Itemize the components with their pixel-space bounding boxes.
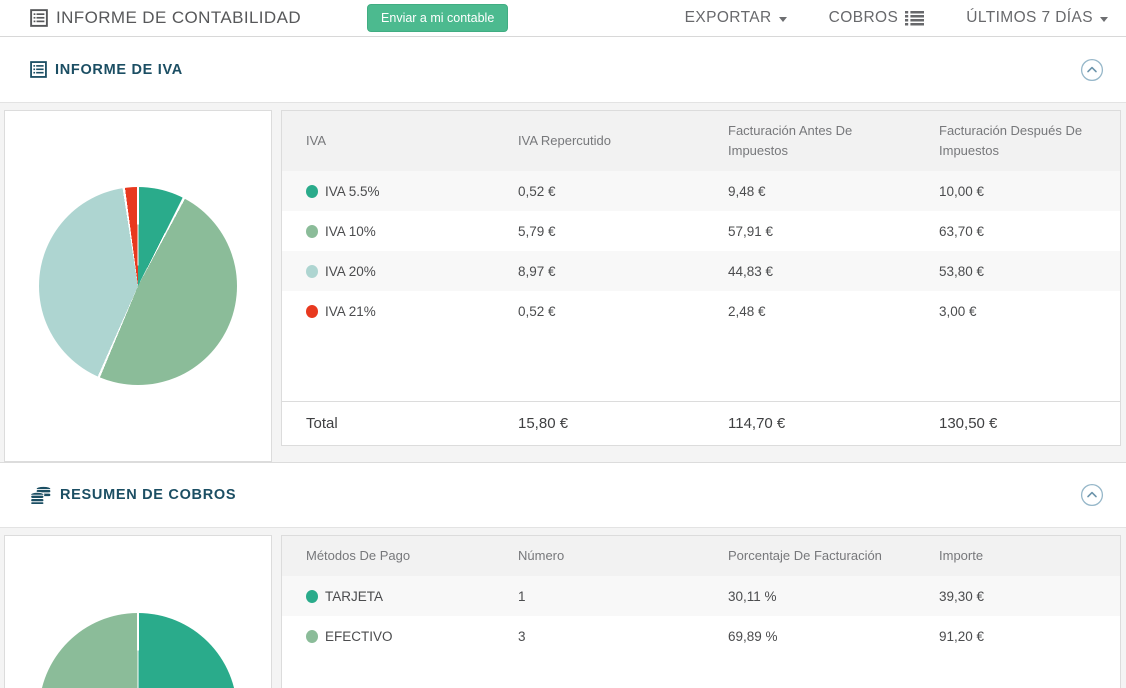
- row-label: EFECTIVO: [325, 628, 393, 644]
- legend-dot: [306, 589, 318, 603]
- iva-table-header-row: IVA IVA Repercutido Facturación Antes De…: [282, 111, 1120, 172]
- cell: 5,79 €: [518, 223, 556, 239]
- list-icon: [905, 10, 925, 26]
- cobros-section-title-text: RESUMEN DE COBROS: [60, 487, 237, 503]
- cell: 8,97 €: [518, 263, 556, 279]
- column-header: IVA: [306, 133, 326, 149]
- column-header: Facturación Después De Impuestos: [939, 123, 1083, 159]
- cell: 63,70 €: [939, 223, 985, 239]
- cobros-pie-chart: [39, 613, 237, 688]
- topbar: INFORME DE CONTABILIDAD Enviar a mi cont…: [0, 0, 1126, 37]
- column-header: Importe: [939, 548, 984, 563]
- page-title-text: INFORME DE CONTABILIDAD: [56, 8, 302, 27]
- column-header: Facturación Antes De Impuestos: [728, 123, 853, 159]
- chevron-up-circle-icon: [1080, 58, 1104, 82]
- report-icon: [30, 61, 47, 78]
- table-row: IVA 20% 8,97 € 44,83 € 53,80 €: [282, 251, 1120, 292]
- exportar-label: EXPORTAR: [684, 9, 772, 26]
- chevron-up-circle-icon: [1080, 483, 1104, 507]
- caret-down-icon: [1100, 16, 1108, 22]
- table-row: IVA 10% 5,79 € 57,91 € 63,70 €: [282, 211, 1120, 251]
- iva-pie-chart: [39, 187, 237, 385]
- coins-icon: [30, 485, 52, 505]
- report-icon: [30, 9, 48, 27]
- cell: 0,52 €: [518, 183, 556, 199]
- legend-dot: [306, 224, 318, 238]
- iva-section-title-text: INFORME DE IVA: [55, 61, 183, 78]
- legend-dot: [306, 629, 318, 643]
- row-label: IVA 21%: [325, 303, 376, 319]
- table-row: EFECTIVO 3 69,89 % 91,20 €: [282, 616, 1120, 656]
- iva-collapse-button[interactable]: [1080, 58, 1104, 82]
- table-row: IVA 5.5% 0,52 € 9,48 € 10,00 €: [282, 171, 1120, 212]
- iva-section-header: INFORME DE IVA: [0, 37, 1126, 103]
- row-label: IVA 20%: [325, 263, 376, 279]
- cell: 30,11 %: [728, 588, 777, 604]
- column-header: IVA Repercutido: [518, 133, 611, 149]
- cobros-section-header: RESUMEN DE COBROS: [0, 462, 1126, 528]
- cell: 44,83 €: [728, 263, 774, 279]
- row-label: IVA 5.5%: [325, 183, 380, 199]
- iva-pie-card: [4, 110, 272, 462]
- period-label: ÚLTIMOS 7 DÍAS: [966, 9, 1093, 26]
- iva-table: IVA IVA Repercutido Facturación Antes De…: [281, 110, 1121, 447]
- exportar-menu[interactable]: EXPORTAR: [685, 9, 787, 27]
- legend-dot: [306, 264, 318, 278]
- cell: 91,20 €: [939, 628, 985, 644]
- iva-section-title: INFORME DE IVA: [30, 61, 183, 78]
- cell: 69,89 %: [728, 628, 778, 644]
- cell: 57,91 €: [728, 223, 774, 239]
- cell: 53,80 €: [939, 263, 985, 279]
- cell: 2,48 €: [728, 303, 766, 319]
- table-row: IVA 21% 0,52 € 2,48 € 3,00 €: [282, 291, 1120, 331]
- iva-content: IVA IVA Repercutido Facturación Antes De…: [0, 103, 1126, 462]
- table-filler: [282, 331, 1120, 402]
- cell: 0,52 €: [518, 303, 556, 319]
- column-header: Número: [518, 548, 565, 563]
- send-to-accountant-button[interactable]: Enviar a mi contable: [367, 4, 509, 32]
- total-label: Total: [306, 415, 338, 433]
- cell: 39,30 €: [939, 588, 985, 604]
- total-cell: 15,80 €: [518, 415, 569, 433]
- row-label: IVA 10%: [325, 223, 376, 239]
- legend-dot: [306, 184, 318, 198]
- cell: 3: [518, 628, 526, 644]
- cobros-content: Métodos De Pago Número Porcentaje De Fac…: [0, 528, 1126, 688]
- cell: 10,00 €: [939, 183, 985, 199]
- total-cell: 114,70 €: [728, 415, 786, 433]
- legend-dot: [306, 304, 318, 318]
- cell: 9,48 €: [728, 183, 766, 199]
- cobros-section-title: RESUMEN DE COBROS: [30, 485, 237, 505]
- cobros-label: COBROS: [828, 9, 899, 26]
- cobros-collapse-button[interactable]: [1080, 483, 1104, 507]
- cobros-table-header-row: Métodos De Pago Número Porcentaje De Fac…: [282, 536, 1120, 577]
- caret-down-icon: [778, 16, 787, 22]
- column-header: Métodos De Pago: [306, 548, 411, 563]
- total-row: Total 15,80 € 114,70 € 130,50 €: [282, 401, 1120, 445]
- cobros-menu[interactable]: COBROS: [829, 9, 925, 27]
- cell: 1: [518, 588, 526, 604]
- table-row: TARJETA 1 30,11 % 39,30 €: [282, 576, 1120, 617]
- column-header: Porcentaje De Facturación: [728, 548, 882, 563]
- page-title: INFORME DE CONTABILIDAD: [30, 8, 301, 28]
- row-label: TARJETA: [325, 588, 384, 604]
- total-cell: 130,50 €: [939, 415, 998, 433]
- period-selector[interactable]: ÚLTIMOS 7 DÍAS: [966, 9, 1108, 27]
- cell: 3,00 €: [939, 303, 977, 319]
- cobros-table: Métodos De Pago Número Porcentaje De Fac…: [281, 535, 1121, 688]
- cobros-pie-card: [4, 535, 272, 688]
